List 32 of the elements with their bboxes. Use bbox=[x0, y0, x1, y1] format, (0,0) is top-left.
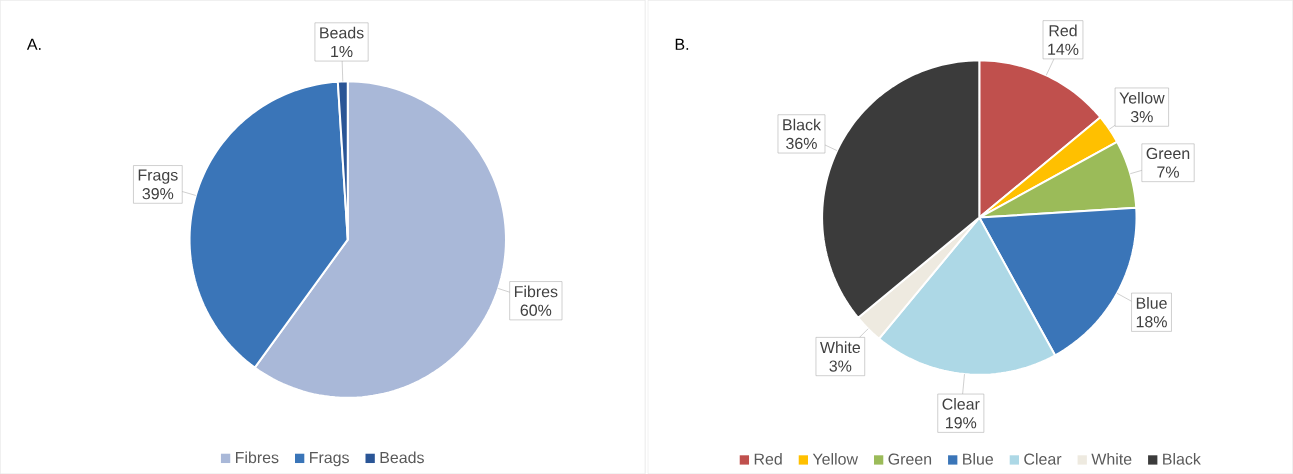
slice-label: Frags bbox=[138, 169, 178, 184]
data-label: 14% bbox=[1048, 43, 1079, 55]
legend-label: Red bbox=[754, 452, 782, 465]
slice-label: Beads bbox=[320, 26, 364, 39]
slice-label: Yellow bbox=[1119, 91, 1165, 104]
legend-label: Beads bbox=[380, 451, 424, 464]
slice-label: Black bbox=[783, 118, 822, 131]
legend-label: Frags bbox=[310, 451, 349, 467]
data-label: 60% bbox=[520, 304, 552, 316]
slice-label: Blue bbox=[1136, 296, 1167, 309]
data-label: 7% bbox=[1157, 166, 1179, 178]
data-label: 1% bbox=[331, 45, 353, 57]
data-label: 19% bbox=[946, 417, 977, 429]
slice-label: Fibres bbox=[514, 285, 558, 298]
data-label: 3% bbox=[1130, 110, 1153, 123]
data-label: 36% bbox=[786, 137, 817, 149]
text: B. bbox=[675, 38, 689, 50]
legend-label: Yellow bbox=[812, 452, 859, 465]
legend-label: Black bbox=[1163, 452, 1201, 465]
text: A. bbox=[26, 38, 41, 50]
slice-label: Green bbox=[1146, 147, 1190, 160]
data-label: 18% bbox=[1136, 316, 1167, 328]
slice-label: Clear bbox=[942, 397, 980, 410]
legend-label: Fibres bbox=[235, 451, 279, 464]
slice-label: White bbox=[820, 341, 861, 353]
legend-label: Clear bbox=[1024, 452, 1062, 465]
legend-label: Blue bbox=[963, 452, 994, 465]
legend-label: Green bbox=[888, 453, 932, 465]
data-label: 3% bbox=[829, 360, 852, 372]
data-label: 39% bbox=[142, 187, 174, 200]
legend-label: White bbox=[1091, 452, 1132, 465]
slice-label: Red bbox=[1049, 24, 1077, 37]
